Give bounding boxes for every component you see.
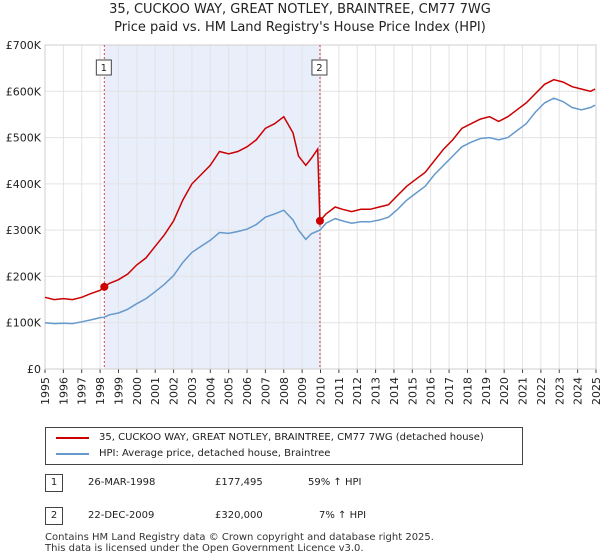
x-tick-label: 2000 — [131, 377, 144, 405]
x-tick-label: 2012 — [351, 377, 364, 405]
legend-swatch-property — [56, 436, 89, 439]
y-tick-label: £300K — [6, 224, 42, 237]
x-tick-label: 2010 — [315, 377, 328, 405]
legend-label-hpi: HPI: Average price, detached house, Brai… — [99, 448, 331, 459]
x-tick-label: 2014 — [388, 377, 401, 405]
sale-label-box-1 — [95, 59, 112, 76]
sale-point-1 — [100, 282, 109, 291]
chart-subtitle: Price paid vs. HM Land Registry's House … — [114, 20, 486, 35]
x-tick-label: 1998 — [94, 377, 107, 405]
legend-label-property: 35, CUCKOO WAY, GREAT NOTLEY, BRAINTREE,… — [99, 432, 484, 443]
x-tick-label: 2006 — [241, 377, 254, 405]
hpi-line — [44, 97, 596, 325]
x-tick-label: 1995 — [39, 377, 52, 405]
x-tick-label: 1999 — [112, 377, 125, 405]
sale-date-1: 26-MAR-1998 — [88, 477, 156, 488]
x-tick-label: 2016 — [425, 377, 438, 405]
y-tick-label: £200K — [6, 270, 42, 283]
sale-label-2: 2 — [316, 63, 322, 74]
plot-border — [44, 44, 597, 370]
x-tick-label: 2011 — [333, 377, 346, 405]
x-tick-label: 2005 — [223, 377, 236, 405]
x-tick-label: 2020 — [498, 377, 511, 405]
legend-item-hpi: HPI: Average price, detached house, Brai… — [56, 448, 330, 459]
sale-point-2 — [315, 216, 324, 225]
x-tick-label: 2013 — [370, 377, 383, 405]
x-tick-label: 2003 — [186, 377, 199, 405]
x-tick-label: 2019 — [480, 377, 493, 405]
x-tick-label: 1996 — [57, 377, 70, 405]
x-tick-label: 2021 — [517, 377, 530, 405]
sale-label-1: 1 — [101, 63, 107, 74]
x-tick-label: 2024 — [572, 377, 585, 405]
sale-hpi-2: 7% ↑ HPI — [319, 510, 367, 521]
footer-licence: This data is licensed under the Open Gov… — [45, 543, 364, 554]
sale-badge-1: 1 — [45, 474, 63, 492]
x-tick-label: 2023 — [553, 377, 566, 405]
x-tick-label: 2008 — [278, 377, 291, 405]
sale-price-1: £177,495 — [215, 477, 263, 488]
y-tick-label: £500K — [6, 132, 42, 145]
x-tick-label: 2022 — [535, 377, 548, 405]
sale-price-2: £320,000 — [215, 510, 263, 521]
x-tick-label: 2007 — [259, 377, 272, 405]
legend-swatch-hpi — [56, 452, 89, 455]
sale-date-2: 22-DEC-2009 — [88, 510, 155, 521]
sale-hpi-1: 59% ↑ HPI — [308, 477, 362, 488]
y-tick-label: £700K — [6, 39, 42, 52]
x-tick-label: 2009 — [296, 377, 309, 405]
sale-label-box-2 — [311, 59, 328, 76]
legend-item-property: 35, CUCKOO WAY, GREAT NOTLEY, BRAINTREE,… — [56, 432, 484, 443]
legend: 35, CUCKOO WAY, GREAT NOTLEY, BRAINTREE,… — [45, 427, 523, 465]
x-tick-label: 2018 — [461, 377, 474, 405]
y-tick-label: £0 — [27, 363, 41, 376]
y-tick-label: £100K — [6, 317, 42, 330]
chart-title: 35, CUCKOO WAY, GREAT NOTLEY, BRAINTREE,… — [109, 2, 491, 17]
x-tick-label: 2002 — [168, 377, 181, 405]
x-tick-label: 1997 — [76, 377, 89, 405]
price-chart: £0 £100K £200K £300K £400K £500K £600K £700K 199… — [6, 39, 600, 405]
sale-badge-2: 2 — [45, 507, 63, 525]
property-price-line — [44, 78, 596, 301]
x-tick-label: 2001 — [149, 377, 162, 405]
x-tick-label: 2025 — [590, 377, 600, 405]
y-tick-label: £400K — [6, 178, 42, 191]
x-tick-label: 2004 — [204, 377, 217, 405]
x-tick-label: 2017 — [443, 377, 456, 405]
x-tick-label: 2015 — [406, 377, 419, 405]
footer-copyright: Contains HM Land Registry data © Crown c… — [45, 532, 434, 543]
y-tick-label: £600K — [6, 85, 42, 98]
